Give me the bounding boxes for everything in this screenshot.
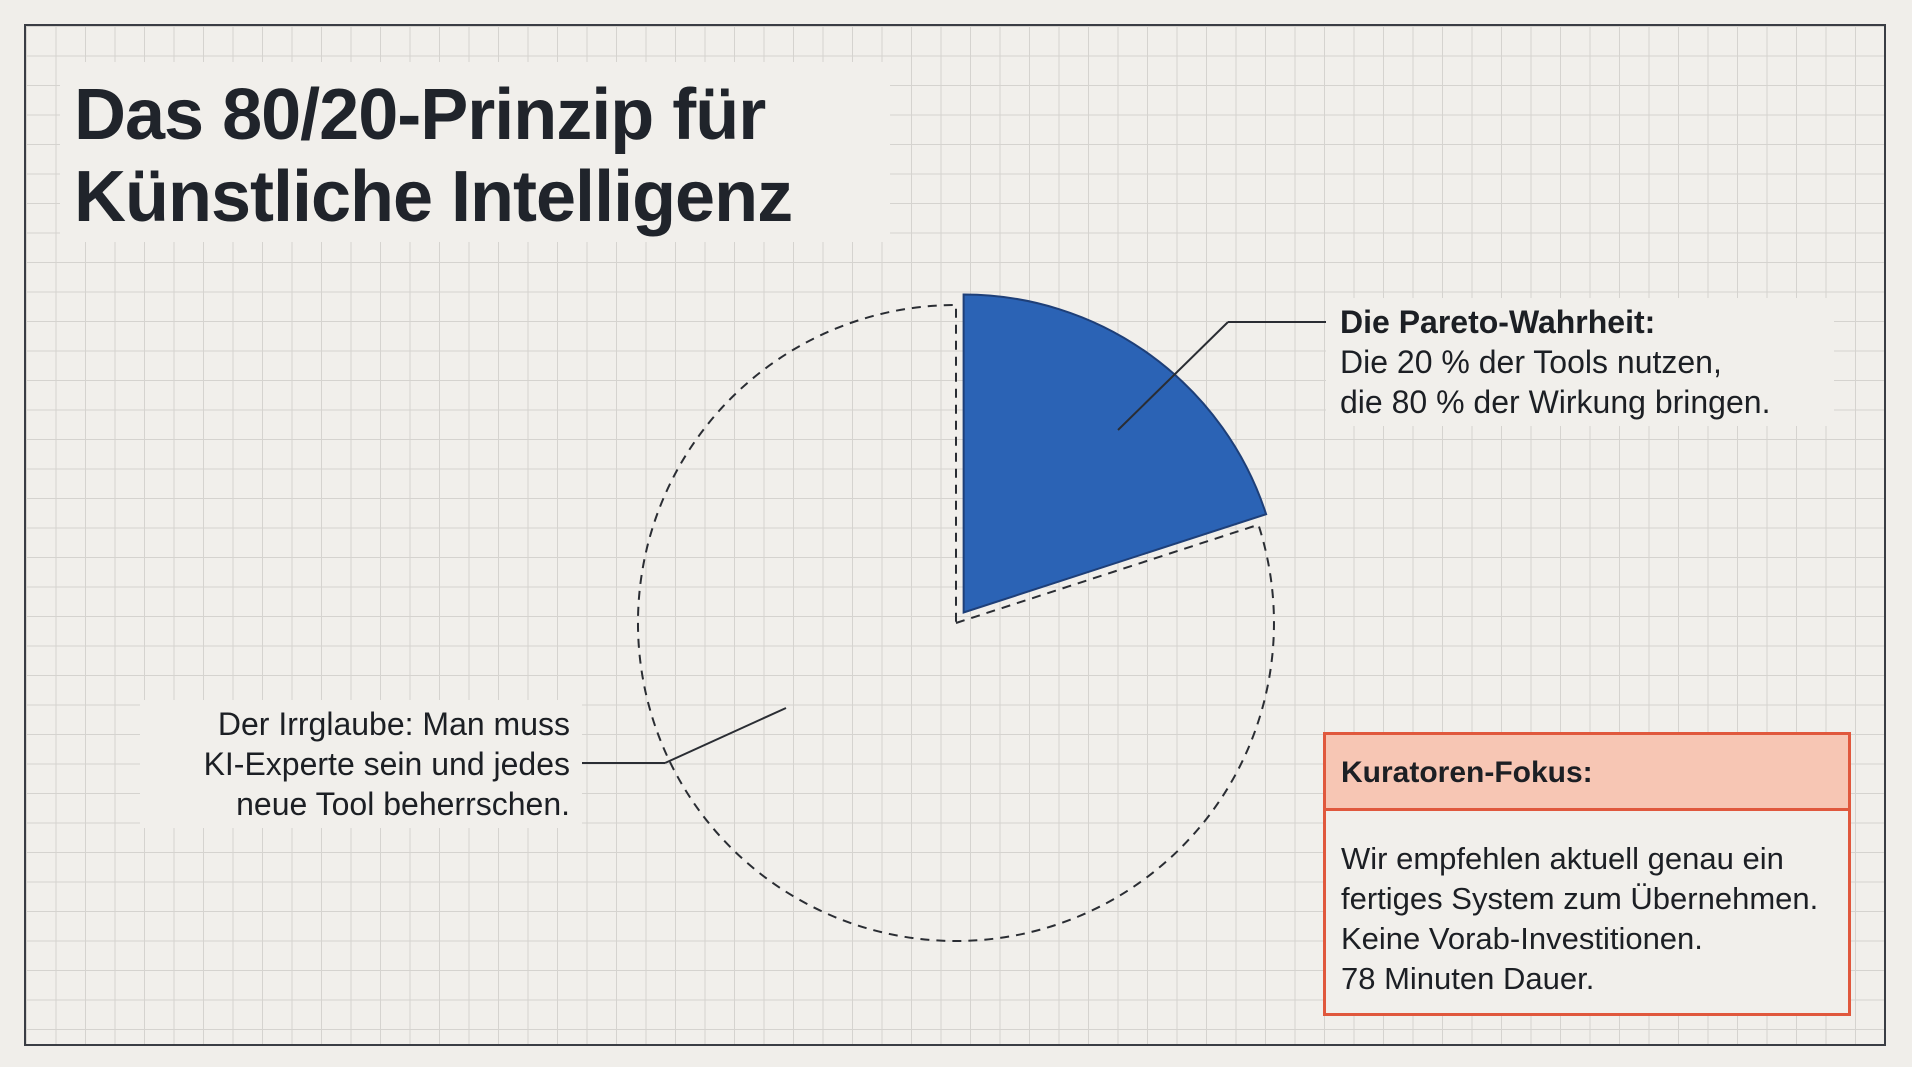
- myth-line-2: KI-Experte sein und jedes: [203, 746, 570, 782]
- focus-heading: Kuratoren-Fokus:: [1326, 735, 1848, 811]
- focus-body: Wir empfehlen aktuell genau ein fertiges…: [1326, 811, 1848, 999]
- pareto-line-1: Die 20 % der Tools nutzen,: [1340, 344, 1722, 380]
- pareto-heading: Die Pareto-Wahrheit:: [1340, 304, 1656, 340]
- pie-slice-rest: [636, 303, 1275, 942]
- leader-line-pareto-diagonal: [1117, 321, 1229, 431]
- focus-line-4: 78 Minuten Dauer.: [1341, 961, 1595, 996]
- focus-line-1: Wir empfehlen aktuell genau ein: [1341, 841, 1784, 876]
- myth-line-3: neue Tool beherrschen.: [236, 786, 570, 822]
- focus-line-2: fertiges System zum Übernehmen.: [1341, 881, 1819, 916]
- leader-line-myth-diagonal: [664, 707, 787, 764]
- title-line-2: Künstliche Intelligenz: [74, 157, 793, 237]
- pareto-annotation: Die Pareto-Wahrheit: Die 20 % der Tools …: [1326, 298, 1834, 426]
- pie-slice-pareto: [962, 293, 1268, 614]
- title-line-1: Das 80/20-Prinzip für: [74, 75, 766, 155]
- curator-focus-box: Kuratoren-Fokus: Wir empfehlen aktuell g…: [1323, 732, 1851, 1016]
- focus-line-3: Keine Vorab-Investitionen.: [1341, 921, 1703, 956]
- myth-line-1: Der Irrglaube: Man muss: [217, 706, 570, 742]
- slide-title: Das 80/20-Prinzip für Künstliche Intelli…: [60, 62, 890, 242]
- pareto-line-2: die 80 % der Wirkung bringen.: [1340, 384, 1771, 420]
- myth-annotation: Der Irrglaube: Man muss KI-Experte sein …: [140, 700, 582, 828]
